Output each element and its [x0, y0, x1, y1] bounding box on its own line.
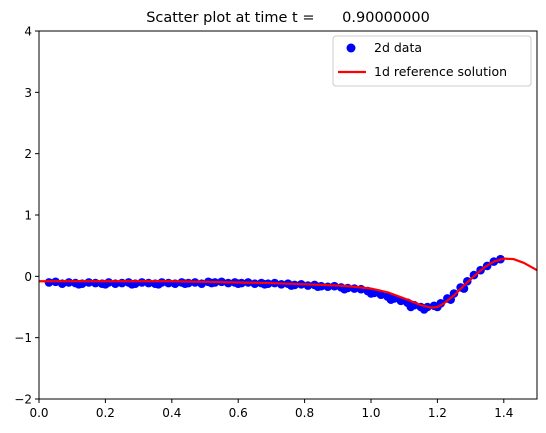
scatter-point-2d-data: [406, 302, 416, 312]
x-tick-label: 1.0: [361, 406, 380, 420]
y-tick-label: 4: [24, 25, 32, 39]
scatter-point-2d-data: [386, 295, 396, 304]
x-axis-ticks: 0.0 0.2 0.4 0.6 0.8 1.0 1.2 1.4: [29, 399, 513, 420]
y-axis-ticks: −2 −1 0 1 2 3 4: [14, 25, 39, 407]
y-tick-label: 0: [24, 270, 32, 284]
legend-marker-2d-data: [346, 43, 356, 53]
x-tick-label: 0.6: [229, 406, 248, 420]
x-tick-label: 1.4: [494, 406, 513, 420]
scatter-point-2d-data: [233, 279, 243, 288]
legend-box: [332, 35, 532, 87]
legend-label-1d-reference: 1d reference solution: [374, 64, 507, 79]
y-tick-label: 3: [24, 86, 32, 100]
y-tick-label: −1: [14, 331, 32, 345]
x-tick-label: 0.0: [29, 406, 48, 420]
scatter-point-2d-data: [287, 281, 296, 290]
x-tick-label: 0.4: [162, 406, 181, 420]
data-layer: [39, 254, 538, 314]
x-tick-label: 0.2: [96, 406, 115, 420]
chart-title: Scatter plot at time t = 0.90000000: [146, 10, 430, 26]
legend: 2d data 1d reference solution: [332, 35, 532, 87]
scatter-point-2d-data: [366, 289, 376, 298]
y-tick-label: 1: [24, 209, 32, 223]
x-tick-label: 0.8: [295, 406, 314, 420]
scatter-point-2d-data: [376, 290, 386, 300]
y-tick-label: 2: [24, 147, 32, 161]
x-tick-label: 1.2: [428, 406, 447, 420]
series-line-1d-reference-solution: [39, 257, 538, 309]
y-tick-label: −2: [14, 393, 32, 407]
legend-label-2d-data: 2d data: [374, 40, 422, 55]
scatter-point-2d-data: [260, 280, 270, 289]
